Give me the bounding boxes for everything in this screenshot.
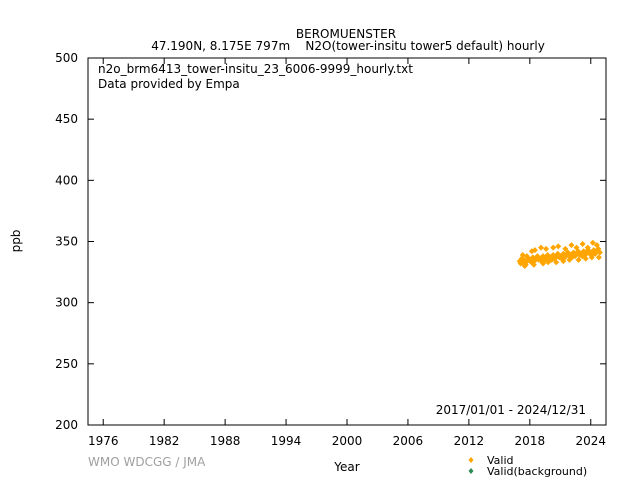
data-point	[568, 242, 575, 249]
x-tick-label: 1982	[149, 434, 180, 448]
data-point	[543, 245, 550, 252]
data-point	[575, 256, 582, 263]
data-point	[584, 244, 591, 251]
data-point	[562, 245, 569, 252]
x-tick-label: 2006	[393, 434, 424, 448]
data-point	[573, 244, 580, 251]
x-axis-label: Year	[333, 460, 359, 474]
file-label: n2o_brm6413_tower-insitu_23_6006-9999_ho…	[98, 62, 413, 76]
data-points	[516, 239, 603, 269]
provider-label: Data provided by Empa	[98, 77, 240, 91]
y-tick-label: 400	[55, 173, 78, 187]
data-point	[593, 242, 600, 249]
x-tick-label: 1988	[210, 434, 241, 448]
legend-valid-marker	[468, 457, 474, 463]
date-range-label: 2017/01/01 - 2024/12/31	[436, 403, 586, 417]
data-point	[582, 255, 589, 262]
y-tick-label: 350	[55, 235, 78, 249]
data-point	[553, 259, 560, 266]
data-point	[595, 254, 602, 261]
plot-frame	[87, 57, 607, 426]
x-tick-label: 1994	[271, 434, 302, 448]
x-tick-label: 2012	[454, 434, 485, 448]
x-tick-label: 2018	[515, 434, 546, 448]
watermark: WMO WDCGG / JMA	[88, 455, 206, 469]
data-point	[588, 254, 595, 261]
data-point	[560, 258, 567, 265]
data-point	[523, 253, 530, 260]
data-point	[531, 247, 538, 254]
data-point	[540, 260, 547, 267]
y-tick-label: 250	[55, 357, 78, 371]
legend-valid-label: Valid	[487, 454, 514, 467]
data-point	[579, 240, 586, 247]
y-axis-label: ppb	[9, 230, 23, 253]
y-tick-label: 450	[55, 112, 78, 126]
chart-subtitle: 47.190N, 8.175E 797m N2O(tower-insitu to…	[151, 39, 545, 53]
x-tick-label: 2000	[332, 434, 363, 448]
legend-background-label: Valid(background)	[487, 465, 587, 478]
data-point	[545, 259, 552, 266]
legend: Valid Valid(background)	[468, 454, 587, 478]
y-tick-label: 200	[55, 418, 78, 432]
y-tick-label: 300	[55, 296, 78, 310]
x-tick-label: 1976	[88, 434, 119, 448]
data-point	[537, 244, 544, 251]
data-point	[521, 262, 528, 269]
data-point	[555, 243, 562, 250]
y-axis-ticks: 200 250 300 350 400 450 500	[55, 51, 606, 432]
x-axis-ticks: 1976 1982 1988 1994 2000 2006 2012 2018 2024	[88, 58, 606, 448]
chart-title: BEROMUENSTER	[296, 27, 396, 41]
x-tick-label: 2024	[575, 434, 606, 448]
legend-background-marker	[468, 468, 474, 474]
data-point	[596, 249, 603, 256]
y-tick-label: 500	[55, 51, 78, 65]
data-point	[589, 239, 596, 246]
data-point	[566, 256, 573, 263]
data-point	[530, 261, 537, 268]
data-point	[550, 244, 557, 251]
